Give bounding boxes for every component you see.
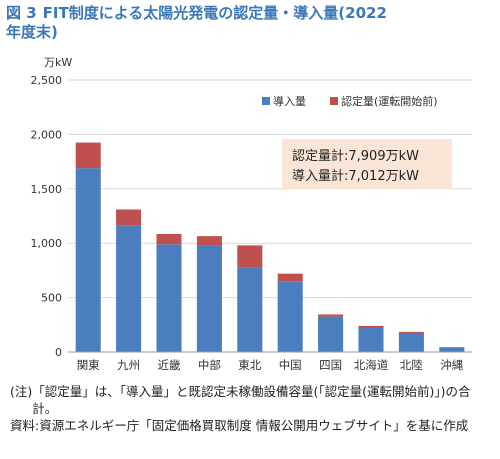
bar-installed	[237, 267, 263, 352]
bar-approved-pending	[156, 233, 182, 245]
source-text: 資源エネルギー庁「固定価格買取制度 情報公開用ウェブサイト」を基に作成	[39, 418, 469, 433]
bar-chart: 万kW 0 500 1,000 1,500 2,000 2,500 関東 九州 近畿 中部 東北 中…	[31, 56, 472, 372]
y-tick-label: 2,000	[31, 128, 63, 141]
x-tick-label: 北海道	[354, 358, 389, 372]
legend-swatch-approved	[330, 97, 338, 105]
bar-approved-pending	[318, 314, 344, 317]
bar-approved-pending	[358, 325, 384, 328]
installed-total-text: 導入量計:7,012万kW	[292, 168, 419, 184]
bar-installed	[439, 347, 465, 352]
figure-number: 図 3	[6, 4, 37, 22]
note-head: (注)	[10, 384, 33, 399]
y-tick-label: 1,000	[31, 237, 63, 250]
bar-approved-pending	[196, 236, 222, 246]
bar-installed	[156, 244, 182, 352]
y-tick-label: 2,500	[31, 74, 63, 87]
totals-annotation-box	[282, 139, 452, 189]
bar-approved-pending	[398, 331, 424, 333]
x-tick-label: 四国	[319, 358, 342, 372]
x-tick-label: 北陸	[400, 358, 423, 372]
bar-installed	[318, 316, 344, 352]
title-text-line1: FIT制度による太陽光発電の認定量・導入量(2022	[42, 4, 387, 22]
y-tick-label: 0	[55, 346, 62, 359]
y-tick-label: 1,500	[31, 183, 63, 196]
bar-installed	[358, 327, 384, 352]
bar-approved-pending	[439, 347, 465, 348]
legend-label-installed: 導入量	[273, 94, 306, 108]
source-row: 資料: 資源エネルギー庁「固定価格買取制度 情報公開用ウェブサイト」を基に作成	[10, 417, 494, 434]
x-tick-label: 中国	[279, 358, 302, 372]
y-tick-label: 500	[41, 292, 62, 305]
x-tick-label: 中部	[198, 358, 221, 372]
bar-installed	[398, 332, 424, 352]
footnotes: (注) 「認定量」は、「導入量」と既認定未稼働設備容量(「認定量(運転開始前)」…	[10, 383, 494, 434]
bar-approved-pending	[277, 273, 303, 282]
y-tick-labels: 0 500 1,000 1,500 2,000 2,500	[31, 74, 63, 359]
note-text: 「認定量」は、「導入量」と既認定未稼働設備容量(「認定量(運転開始前)」)の合計…	[32, 384, 471, 416]
totals-annotation: 認定量計:7,909万kW 導入量計:7,012万kW	[282, 139, 452, 189]
source-head: 資料:	[10, 418, 40, 433]
note-row: (注) 「認定量」は、「導入量」と既認定未稼働設備容量(「認定量(運転開始前)」…	[10, 383, 494, 417]
title-text-line2: 年度末)	[6, 23, 58, 41]
chart-title: 図 3 FIT制度による太陽光発電の認定量・導入量(2022 年度末)	[6, 4, 496, 42]
legend: 導入量 認定量(運転開始前)	[262, 94, 438, 108]
x-tick-label: 沖縄	[440, 358, 463, 372]
x-tick-labels: 関東 九州 近畿 中部 東北 中国 四国 北海道 北陸 沖縄	[77, 358, 464, 372]
bar-approved-pending	[116, 209, 142, 226]
bar-approved-pending	[237, 245, 263, 268]
bars	[75, 142, 465, 352]
legend-swatch-installed	[262, 97, 270, 105]
legend-label-approved: 認定量(運転開始前)	[341, 94, 438, 108]
x-tick-label: 東北	[238, 358, 261, 372]
bar-installed	[196, 245, 222, 352]
x-tick-label: 九州	[117, 358, 140, 372]
approved-total-text: 認定量計:7,909万kW	[292, 148, 419, 164]
y-axis-unit-label: 万kW	[44, 56, 72, 69]
x-tick-label: 関東	[77, 358, 100, 372]
bar-installed	[116, 225, 142, 352]
bar-approved-pending	[75, 142, 101, 169]
bar-installed	[277, 281, 303, 352]
bar-installed	[75, 168, 101, 352]
x-tick-label: 近畿	[158, 358, 181, 372]
